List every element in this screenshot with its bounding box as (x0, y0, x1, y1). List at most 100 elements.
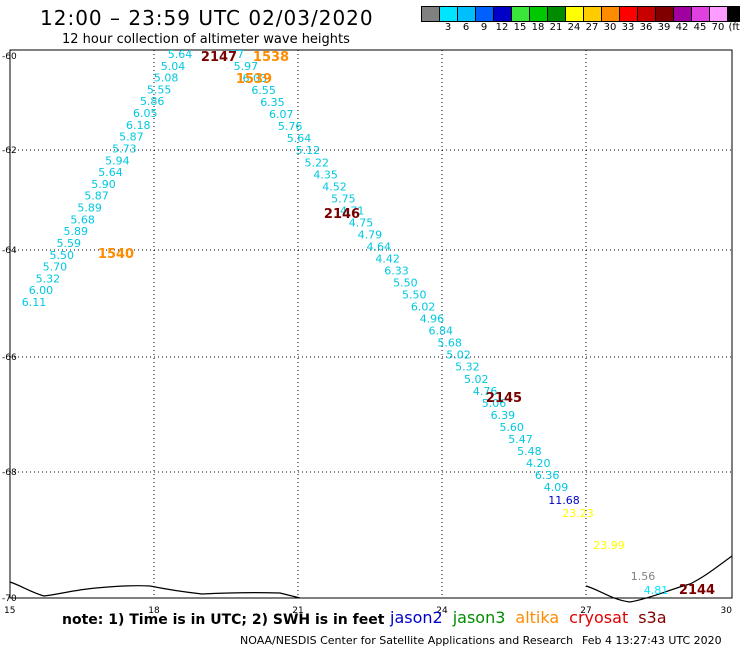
wave-height-value: 5.73 (112, 142, 137, 155)
wave-height-value: 4.35 (313, 168, 338, 181)
satellite-name: jason3 (452, 608, 506, 627)
wave-height-value: 5.06 (482, 397, 507, 410)
y-tick-label: -70 (2, 594, 17, 604)
wave-height-value: 5.89 (77, 202, 102, 215)
wave-height-value: 4.71 (340, 204, 365, 217)
pass-number-label: 1539 (236, 72, 272, 87)
legend-label: 15 (513, 22, 527, 33)
map-frame (9, 49, 733, 599)
legend-label: 12 (495, 22, 509, 33)
coastline (9, 555, 733, 603)
y-tick-label: -64 (2, 246, 17, 256)
wave-height-value: 23.99 (593, 539, 625, 552)
wave-height-value: 5.89 (63, 225, 88, 238)
legend-swatch (602, 7, 620, 21)
legend-label: 21 (549, 22, 563, 33)
pass-number-label: 1538 (253, 50, 289, 65)
wave-height-value: 4.20 (526, 457, 551, 470)
map-title: 12:00 – 23:59 UTC 02/03/2020 (40, 6, 374, 30)
satellite-name: jason2 (390, 608, 443, 627)
wave-height-value: 11.68 (548, 494, 580, 507)
legend-label: 36 (639, 22, 653, 33)
wave-height-value: 5.70 (43, 261, 68, 274)
wave-height-value: 5.64 (287, 132, 312, 145)
wave-height-value: 5.64 (168, 48, 193, 61)
wave-height-value: 6.07 (269, 108, 294, 121)
legend-swatch (656, 7, 674, 21)
legend-swatch (494, 7, 512, 21)
wave-height-value: 4.64 (367, 240, 392, 253)
legend-label: 6 (462, 22, 470, 33)
wave-height-value: 6.39 (491, 409, 516, 422)
x-tick-label: 30 (721, 606, 733, 616)
wave-height-value: 4.81 (644, 584, 669, 597)
legend-swatch (458, 7, 476, 21)
wave-height-value: 5.48 (517, 445, 542, 458)
y-tick-label: -60 (2, 52, 17, 62)
x-tick-label: 27 (580, 606, 591, 616)
satellite-name: cryosat (569, 608, 629, 627)
pass-labels: 2147 1538 1539 1540 2146 2145 2144 (98, 50, 715, 598)
footer-timestamp: Feb 4 13:27:43 UTC 2020 (582, 634, 722, 647)
pass-number-label: 2146 (324, 207, 360, 222)
wave-height-value: 6.33 (384, 265, 409, 278)
footer-credit: NOAA/NESDIS Center for Satellite Applica… (240, 634, 574, 647)
legend-swatch (440, 7, 458, 21)
map-gridlines (10, 50, 732, 598)
pass-number-label: 2147 (201, 50, 237, 65)
wave-height-value: 4.09 (544, 481, 569, 494)
wave-height-value: 5.32 (455, 361, 480, 374)
wave-height-value: 6.18 (126, 119, 151, 132)
wave-height-value: 6.55 (251, 84, 276, 97)
color-scale-legend (421, 6, 740, 22)
wave-height-value: 4.52 (322, 180, 347, 193)
wave-height-value: 5.02 (464, 373, 489, 386)
wave-height-value: 77 (230, 48, 244, 61)
wave-height-value: 5.12 (296, 144, 321, 157)
note-text: note: 1) Time is in UTC; 2) SWH is in fe… (62, 612, 385, 628)
legend-label: 27 (585, 22, 599, 33)
wave-height-value: 5.47 (508, 433, 533, 446)
legend-swatch (710, 7, 728, 21)
legend-label: 3 (444, 22, 452, 33)
wave-height-value: 1.56 (631, 570, 656, 583)
wave-height-value: 6.11 (22, 296, 47, 309)
wave-height-value: 5.90 (91, 178, 116, 191)
legend-swatch (422, 7, 440, 21)
legend-label: 9 (480, 22, 488, 33)
wave-height-value: 5.60 (499, 421, 524, 434)
plot-border (9, 49, 733, 599)
wave-height-value: 4.75 (349, 216, 374, 229)
map-subtitle: 12 hour collection of altimeter wave hei… (62, 32, 350, 47)
wave-height-value: 5.59 (57, 237, 82, 250)
wave-height-value: 5.22 (305, 156, 330, 169)
y-tick-label: -68 (2, 468, 17, 478)
wave-height-value: 5.86 (140, 95, 165, 108)
legend-label: 24 (567, 22, 581, 33)
wave-height-value: 4.76 (473, 385, 498, 398)
legend-swatch (674, 7, 692, 21)
wave-height-value: 5.50 (50, 249, 75, 262)
legend-label: (ft) (728, 22, 740, 33)
wave-height-value: 6.00 (29, 284, 54, 297)
legend-swatch (728, 7, 740, 21)
wave-height-value: 4.42 (375, 252, 400, 265)
legend-label: 18 (531, 22, 545, 33)
x-tick-label: 18 (148, 606, 160, 616)
wave-height-value: 4.79 (358, 228, 383, 241)
wave-height-value: 6.35 (260, 96, 285, 109)
track-east-values: 775.976.036.556.356.075.765.645.125.224.… (230, 48, 568, 494)
satellite-name: s3a (638, 608, 667, 627)
wave-height-value: 4.96 (420, 313, 445, 326)
legend-swatch (638, 7, 656, 21)
wave-height-value: 6.84 (429, 325, 454, 338)
legend-swatch (512, 7, 530, 21)
x-tick-label: 24 (436, 606, 448, 616)
wave-height-value: 5.87 (119, 131, 144, 144)
legend-label: 30 (603, 22, 617, 33)
satellite-legend: jason2 jason3 altika cryosat s3a (390, 608, 677, 627)
pass-number-label: 2145 (486, 391, 522, 406)
x-tick-label: 21 (292, 606, 303, 616)
wave-height-value: 5.55 (147, 83, 172, 96)
